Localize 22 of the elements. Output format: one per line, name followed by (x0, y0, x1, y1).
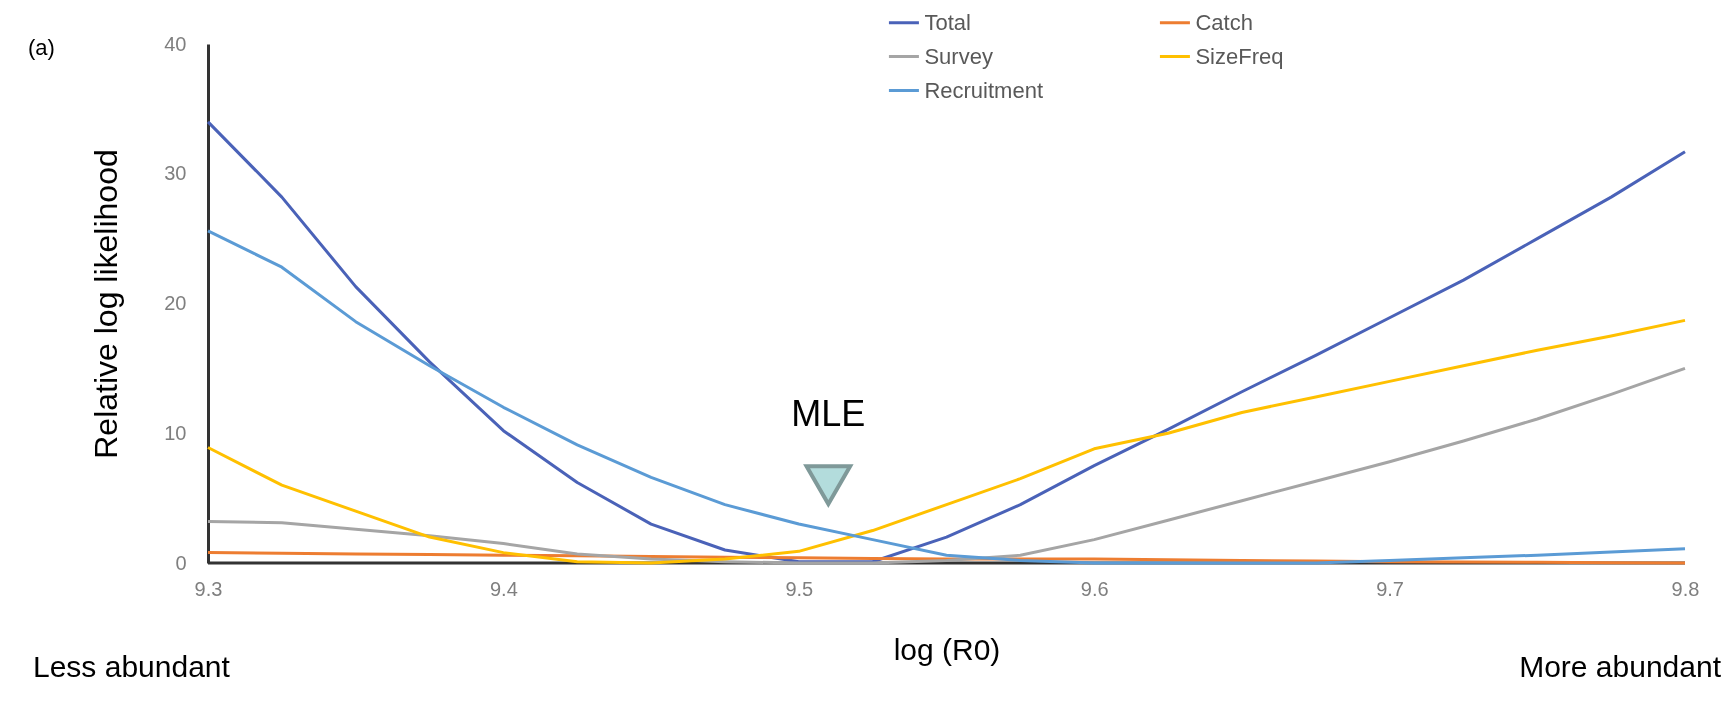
y-tick-label: 20 (164, 292, 187, 314)
text: More abundant (1519, 650, 1721, 683)
text: (a) (28, 35, 55, 60)
y-tick-label: 30 (164, 162, 187, 185)
x-tick-label: 9.8 (1671, 577, 1700, 600)
y-axis-title: Relative log likelihood (88, 149, 125, 459)
legend-label: SizeFreq (1195, 43, 1284, 69)
x-tick-label: 9.6 (1080, 577, 1109, 600)
y-tick-label: 0 (175, 551, 187, 574)
x-tick-label: 9.7 (1376, 577, 1405, 600)
y-tick-label: 10 (164, 421, 187, 444)
annotation: MLE (791, 393, 866, 435)
y-tick-label: 40 (164, 32, 187, 55)
x-tick-label: 9.4 (489, 577, 518, 600)
legend-label: Catch (1195, 9, 1253, 35)
legend-label: Survey (924, 43, 993, 69)
legend-label: Total (924, 9, 971, 35)
legend-label: Recruitment (924, 77, 1044, 103)
x-axis-title: log (R0) (893, 632, 1001, 666)
x-tick-label: 9.3 (194, 577, 223, 600)
x-tick-label: 9.5 (785, 577, 814, 600)
text: Less abundant (33, 650, 231, 683)
